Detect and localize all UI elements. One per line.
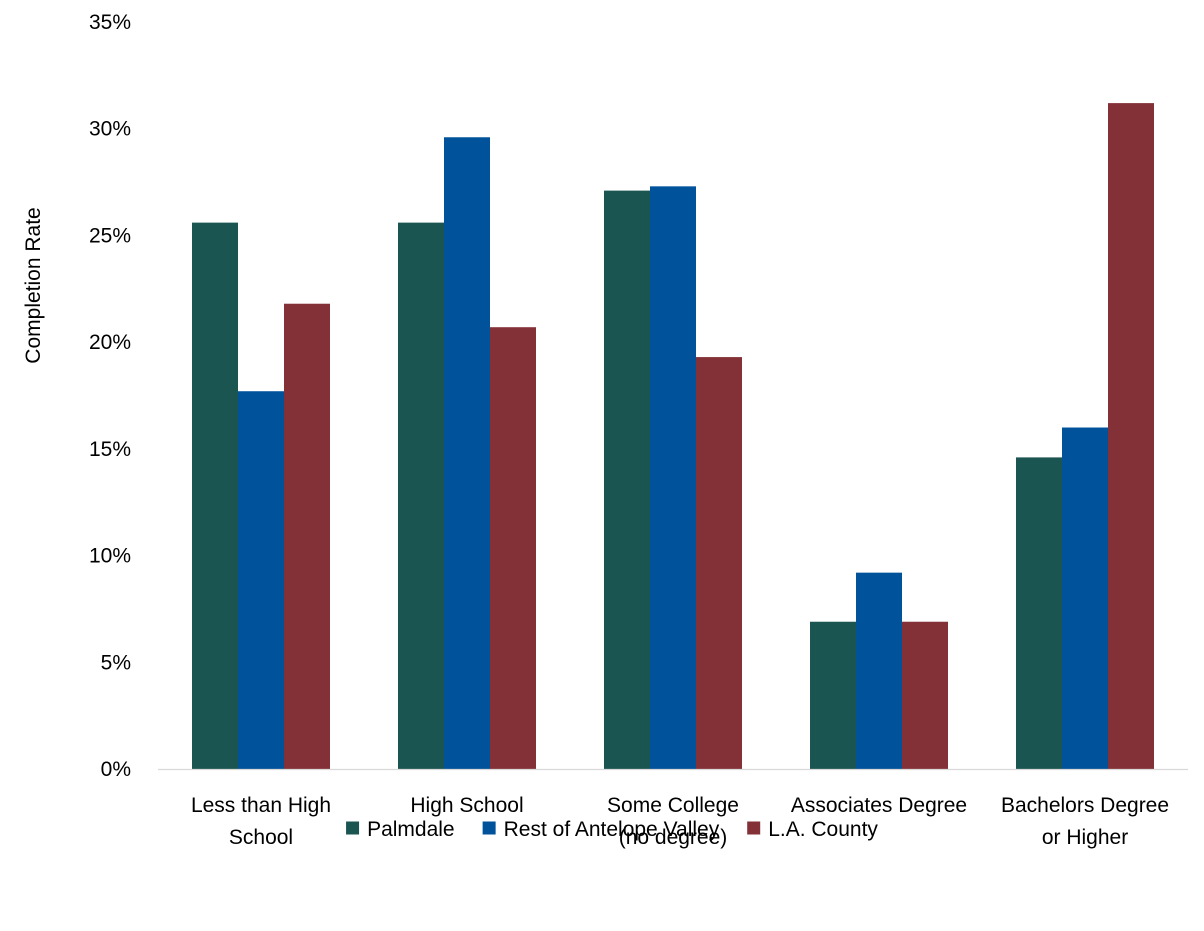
bar-palmdale-2 <box>398 222 444 769</box>
y-tick-label: 0% <box>101 758 131 781</box>
bar-rest-of-antelope-valley-5 <box>1062 427 1108 769</box>
bar-l-a-county-2 <box>490 327 536 769</box>
category-label: or Higher <box>1042 826 1128 849</box>
category-label: Some College <box>607 794 739 817</box>
legend-label: L.A. County <box>768 818 878 841</box>
bar-l-a-county-1 <box>284 303 330 769</box>
legend-swatch <box>482 821 496 835</box>
category-label: School <box>229 826 293 849</box>
y-axis-title: Completion Rate <box>22 207 45 363</box>
y-tick-label: 5% <box>101 651 131 674</box>
legend-label: Rest of Antelope Valley <box>504 818 720 841</box>
y-tick-label: 25% <box>89 224 131 247</box>
y-tick-label: 30% <box>89 118 131 141</box>
bar-palmdale-4 <box>810 621 856 769</box>
y-axis-title-group: Completion Rate <box>22 207 45 363</box>
bars <box>192 103 1154 770</box>
y-tick-label: 20% <box>89 331 131 354</box>
legend: Palmdale Rest of Antelope Valley L.A. Coun… <box>346 818 878 841</box>
y-tick-label: 15% <box>89 438 131 461</box>
y-tick-labels: 0% 5% 10% 15% 20% 25% 30% 35% <box>89 11 131 781</box>
bar-rest-of-antelope-valley-4 <box>856 572 902 769</box>
y-tick-label: 35% <box>89 11 131 34</box>
bar-l-a-county-4 <box>902 621 948 769</box>
category-label: Less than High <box>191 794 331 817</box>
category-label: High School <box>410 794 523 817</box>
bar-l-a-county-3 <box>696 357 742 769</box>
bar-rest-of-antelope-valley-1 <box>238 391 284 769</box>
category-labels: Less than High School High School Some Coll… <box>191 794 1169 849</box>
bar-palmdale-3 <box>604 190 650 769</box>
category-label: (no degree) <box>619 826 728 849</box>
bar-l-a-county-5 <box>1108 103 1154 770</box>
bar-palmdale-1 <box>192 222 238 769</box>
bar-palmdale-5 <box>1016 457 1062 769</box>
bar-rest-of-antelope-valley-2 <box>444 137 490 769</box>
legend-swatch <box>747 821 761 835</box>
legend-swatch <box>346 821 360 835</box>
y-tick-label: 10% <box>89 545 131 568</box>
category-label: Bachelors Degree <box>1001 794 1169 817</box>
category-label: Associates Degree <box>791 794 967 817</box>
bar-rest-of-antelope-valley-3 <box>650 186 696 770</box>
legend-label: Palmdale <box>367 818 455 841</box>
